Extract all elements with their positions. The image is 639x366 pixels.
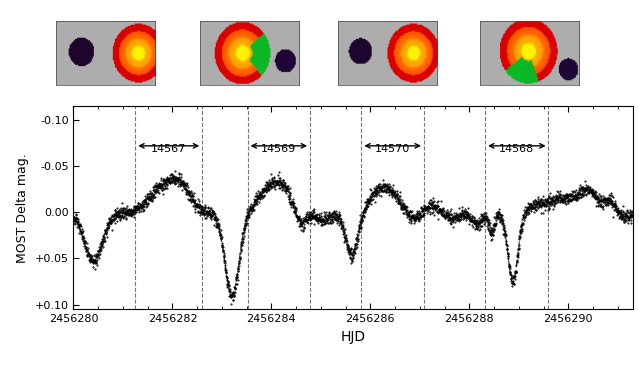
- X-axis label: HJD: HJD: [341, 330, 366, 344]
- Text: 14570: 14570: [375, 144, 410, 154]
- Text: 14568: 14568: [499, 144, 534, 154]
- Y-axis label: MOST Delta mag.: MOST Delta mag.: [16, 153, 29, 262]
- Text: 14567: 14567: [151, 144, 187, 154]
- Text: 14569: 14569: [261, 144, 296, 154]
